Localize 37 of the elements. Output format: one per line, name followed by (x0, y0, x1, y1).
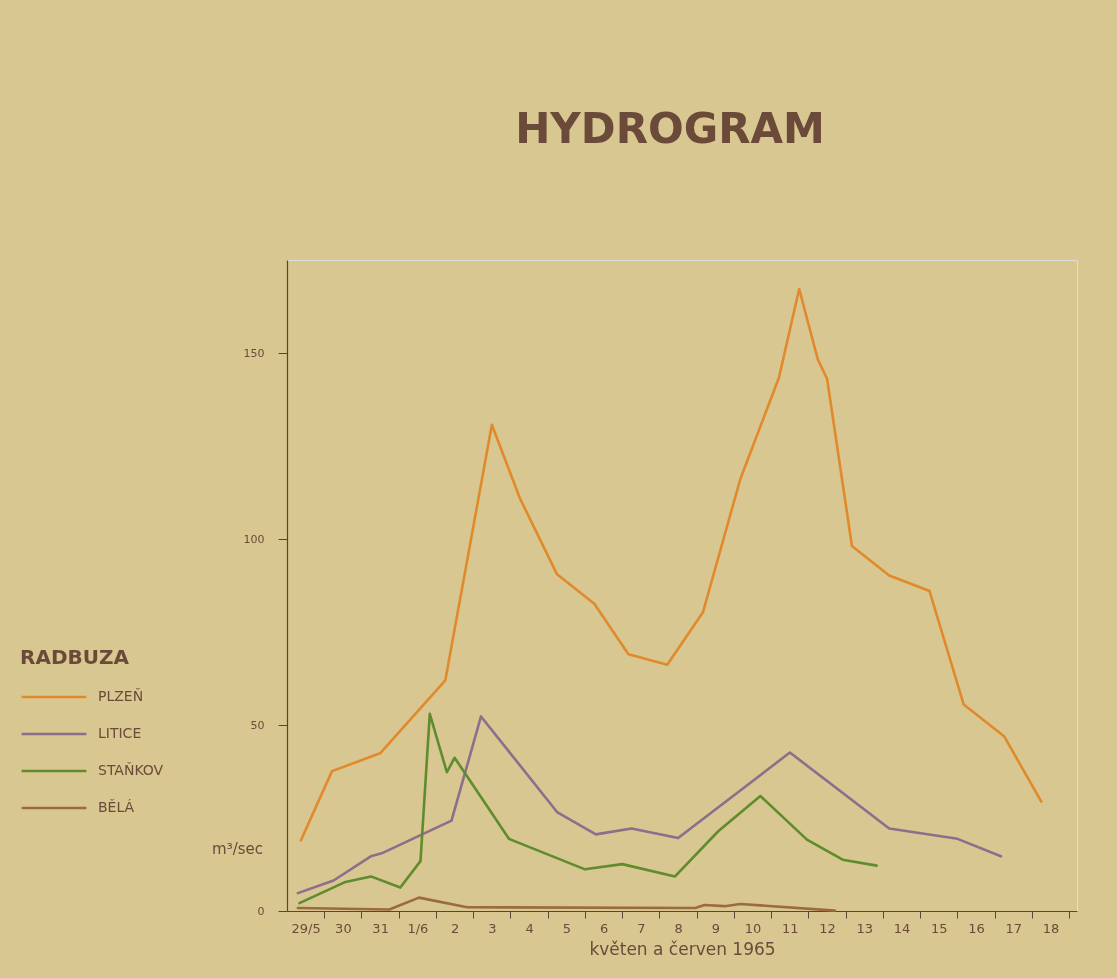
x-tick-label: 12 (819, 920, 836, 936)
x-tick-label: 29/5 (291, 920, 321, 936)
line-series (296, 896, 837, 912)
x-tick-label: 4 (525, 920, 534, 936)
x-tick-label: 1/6 (407, 920, 429, 936)
x-tick-label: 31 (372, 920, 389, 936)
x-tick-label: 30 (335, 920, 352, 936)
x-tick-label: 15 (931, 920, 948, 936)
x-tick-label: 6 (599, 920, 609, 936)
x-tick-label: 2 (450, 920, 460, 936)
y-axis-title: m³/sec (212, 839, 263, 858)
y-tick-label: 150 (243, 346, 265, 360)
legend-label: BĚLÁ (98, 799, 135, 815)
x-axis-title: květen a červen 1965 (589, 938, 776, 959)
x-tick-label: 13 (856, 920, 874, 936)
x-tick-label: 17 (1005, 920, 1023, 936)
x-tick-label: 3 (488, 920, 497, 936)
line-series (298, 712, 879, 905)
x-tick-label: 10 (744, 920, 762, 936)
x-tick-label: 7 (637, 920, 646, 936)
line-series (296, 715, 1003, 895)
x-tick-label: 5 (562, 920, 572, 936)
x-tick-label: 18 (1042, 920, 1060, 936)
legend-title: RADBUZA (20, 645, 130, 669)
legend-label: LITICE (98, 725, 142, 741)
x-tick-label: 11 (782, 920, 799, 936)
legend-label: PLZEŇ (98, 688, 144, 704)
legend-label: STAŇKOV (98, 762, 164, 778)
x-tick-label: 14 (893, 920, 911, 936)
x-tick-label: 16 (968, 920, 985, 936)
x-tick-label: 8 (674, 920, 683, 936)
line-series (299, 287, 1043, 842)
x-tick-label: 9 (711, 920, 721, 936)
y-tick-label: 100 (243, 532, 265, 546)
y-tick-label: 0 (257, 904, 265, 918)
y-tick-label: 50 (250, 718, 265, 732)
chart-title: HYDROGRAM (515, 104, 825, 153)
